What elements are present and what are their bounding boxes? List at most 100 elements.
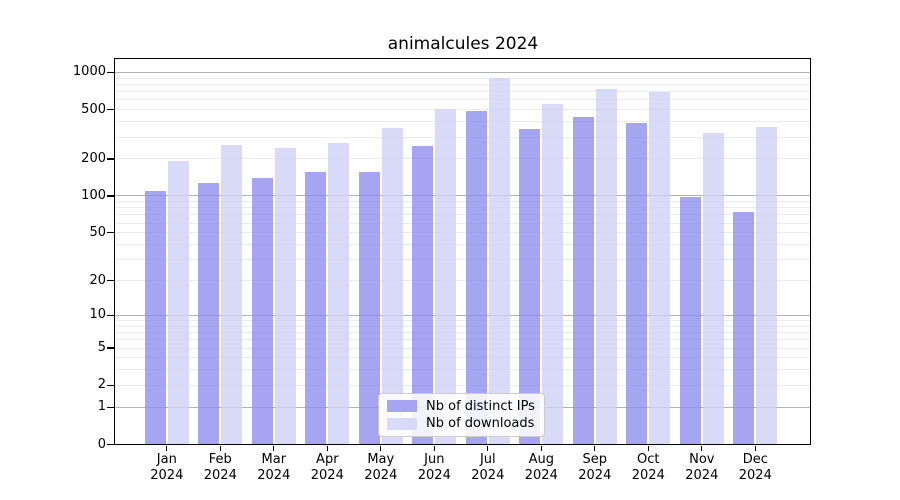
bar-distinct-ips-dec xyxy=(733,211,755,444)
gridline-1000 xyxy=(115,71,811,73)
minor-gridline-400 xyxy=(115,121,811,123)
x-tick-label-aug: Aug 2024 xyxy=(506,452,576,484)
y-tick-500 xyxy=(107,109,114,111)
x-tick-year: 2024 xyxy=(364,468,398,483)
x-tick-year: 2024 xyxy=(203,468,237,483)
minor-gridline-50 xyxy=(115,232,811,234)
x-tick-month: Aug xyxy=(528,452,554,467)
x-tick-dec xyxy=(754,445,756,451)
legend-item-downloads: Nb of downloads xyxy=(387,416,536,431)
x-tick-mar xyxy=(273,445,275,451)
legend-item-distinct-ips: Nb of distinct IPs xyxy=(387,399,536,414)
y-tick-label-1: 1 xyxy=(97,399,106,415)
bar-distinct-ips-jan xyxy=(144,191,166,444)
legend-label-downloads: Nb of downloads xyxy=(426,416,535,432)
x-tick-month: Feb xyxy=(208,452,232,467)
minor-gridline-60 xyxy=(115,222,811,224)
x-tick-month: Dec xyxy=(742,452,768,467)
x-tick-month: May xyxy=(367,452,395,467)
x-tick-month: Jun xyxy=(424,452,445,467)
x-tick-aug xyxy=(540,445,542,451)
y-tick-20 xyxy=(107,279,114,282)
y-tick-label-20: 20 xyxy=(89,272,106,288)
bar-distinct-ips-mar xyxy=(251,177,273,444)
y-tick-label-200: 200 xyxy=(81,150,106,166)
x-tick-year: 2024 xyxy=(417,468,451,483)
y-tick-0 xyxy=(107,443,114,446)
x-tick-label-mar: Mar 2024 xyxy=(239,452,309,484)
y-tick-1000 xyxy=(107,71,114,74)
y-tick-label-50: 50 xyxy=(89,224,106,240)
x-tick-label-apr: Apr 2024 xyxy=(292,452,362,484)
legend-swatch-downloads xyxy=(387,417,417,430)
y-tick-100 xyxy=(107,195,114,197)
bar-downloads-jan xyxy=(167,161,189,444)
minor-gridline-8 xyxy=(115,325,811,327)
x-tick-label-feb: Feb 2024 xyxy=(185,452,255,484)
x-tick-apr xyxy=(326,445,328,451)
minor-gridline-6 xyxy=(115,339,811,341)
x-tick-year: 2024 xyxy=(685,468,719,483)
legend: Nb of distinct IPs Nb of downloads xyxy=(378,393,545,437)
bar-distinct-ips-oct xyxy=(626,123,648,444)
y-tick-200 xyxy=(107,158,114,160)
chart-title: animalcules 2024 xyxy=(387,34,539,54)
minor-gridline-900 xyxy=(115,77,811,79)
minor-gridline-700 xyxy=(115,91,811,93)
plot-border xyxy=(114,58,811,445)
minor-gridline-90 xyxy=(115,201,811,203)
x-tick-label-jul: Jul 2024 xyxy=(453,452,523,484)
x-tick-feb xyxy=(219,445,221,451)
x-tick-month: Apr xyxy=(316,452,339,467)
x-tick-month: Jul xyxy=(479,452,496,467)
x-tick-jun xyxy=(433,445,435,451)
y-tick-50 xyxy=(107,232,114,234)
bar-downloads-aug xyxy=(542,104,564,444)
minor-gridline-200 xyxy=(115,158,811,160)
gridline-100 xyxy=(115,195,811,197)
minor-gridline-300 xyxy=(115,136,811,138)
x-tick-nov xyxy=(701,445,703,451)
y-tick-1 xyxy=(107,406,114,408)
bar-distinct-ips-feb xyxy=(198,183,220,444)
x-tick-jan xyxy=(166,445,168,451)
x-tick-year: 2024 xyxy=(578,468,612,483)
bar-downloads-mar xyxy=(274,148,296,444)
minor-gridline-3 xyxy=(115,369,811,371)
bar-downloads-feb xyxy=(221,145,243,444)
minor-gridline-30 xyxy=(115,259,811,261)
bar-downloads-jun xyxy=(435,108,457,444)
x-tick-month: Sep xyxy=(582,452,608,467)
minor-gridline-20 xyxy=(115,280,811,282)
x-tick-month: Nov xyxy=(689,452,715,467)
x-tick-oct xyxy=(647,445,649,451)
x-tick-month: Jan xyxy=(156,452,177,467)
x-tick-label-oct: Oct 2024 xyxy=(613,452,683,484)
bar-distinct-ips-apr xyxy=(305,172,327,444)
y-tick-10 xyxy=(107,314,114,316)
gridline-10 xyxy=(115,314,811,316)
x-tick-jul xyxy=(487,445,489,451)
minor-gridline-70 xyxy=(115,214,811,216)
x-tick-label-may: May 2024 xyxy=(346,452,416,484)
minor-gridline-800 xyxy=(115,83,811,85)
y-tick-label-0: 0 xyxy=(97,436,106,452)
x-tick-year: 2024 xyxy=(631,468,665,483)
bar-downloads-apr xyxy=(328,142,350,444)
x-tick-may xyxy=(380,445,382,451)
minor-gridline-9 xyxy=(115,320,811,321)
minor-gridline-80 xyxy=(115,207,811,209)
y-tick-label-500: 500 xyxy=(81,101,106,117)
bar-downloads-dec xyxy=(756,126,778,444)
bar-downloads-sep xyxy=(595,89,617,444)
x-tick-year: 2024 xyxy=(524,468,558,483)
bar-distinct-ips-nov xyxy=(679,196,701,444)
y-tick-5 xyxy=(107,347,114,349)
x-tick-label-sep: Sep 2024 xyxy=(560,452,630,484)
y-tick-label-100: 100 xyxy=(81,187,106,203)
x-tick-sep xyxy=(594,445,596,451)
x-tick-month: Oct xyxy=(637,452,660,467)
